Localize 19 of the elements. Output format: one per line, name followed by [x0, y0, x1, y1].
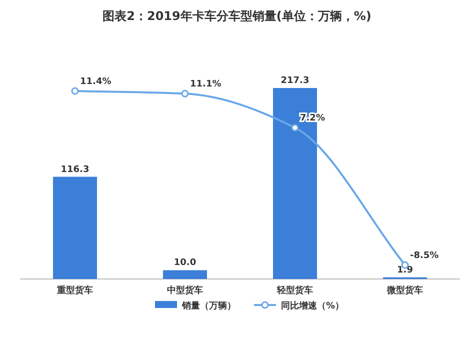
point [71, 87, 79, 95]
x-tick-label: 微型货车 [386, 285, 423, 296]
x-tick-label: 中型货车 [167, 285, 203, 296]
legend-label: 同比增速（%） [281, 300, 344, 312]
data-label: 11.4% [80, 77, 112, 87]
bar [163, 270, 207, 279]
data-label: 10.0 [174, 258, 196, 268]
bar [53, 176, 97, 279]
point [181, 90, 189, 98]
x-tick-label: 重型货车 [56, 285, 93, 296]
point [291, 124, 299, 132]
legend-label: 销量（万辆） [181, 300, 236, 312]
data-label: 116.3 [60, 164, 90, 175]
data-label: 1.9 [397, 265, 413, 276]
data-label: -8.5% [410, 251, 439, 261]
x-tick-label: 轻型货车 [276, 285, 313, 296]
data-label: 217.3 [280, 76, 310, 86]
chart-title: 图表2：2019年卡车分车型销量(单位：万辆，%) [102, 9, 372, 23]
data-label: 11.1% [190, 80, 222, 90]
